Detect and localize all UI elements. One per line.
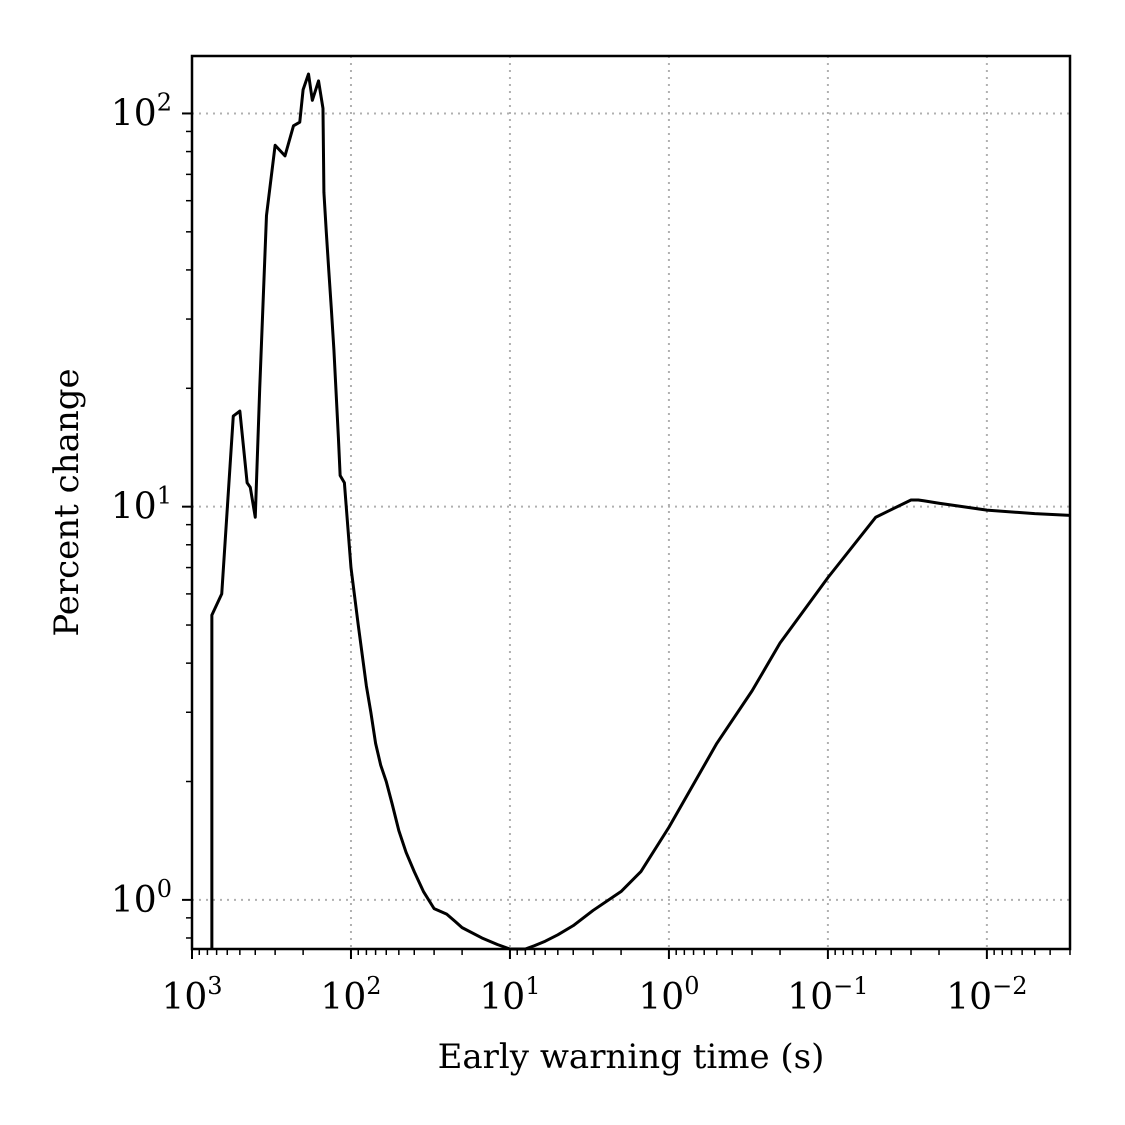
tick-labels: 103 102 101 100 10−1 10−2 100 101 102 — [111, 88, 1028, 1018]
y-tick-label: 101 — [111, 482, 172, 528]
x-tick-label: 10−1 — [787, 972, 868, 1018]
x-tick-label: 101 — [479, 972, 540, 1018]
x-tick-label: 100 — [638, 972, 699, 1018]
major-ticks — [182, 112, 988, 959]
data-line — [210, 72, 1071, 951]
x-tick-label: 103 — [161, 972, 222, 1018]
x-tick-label: 10−2 — [946, 972, 1027, 1018]
data-lines — [210, 72, 1071, 951]
y-tick-label: 102 — [111, 88, 172, 134]
y-tick-label: 100 — [111, 875, 172, 921]
plot-frame — [190, 54, 1072, 951]
y-axis-label: Percent change — [47, 368, 87, 636]
x-tick-label: 102 — [320, 972, 381, 1018]
grid — [192, 56, 1070, 949]
x-axis-label: Early warning time (s) — [438, 1037, 825, 1077]
